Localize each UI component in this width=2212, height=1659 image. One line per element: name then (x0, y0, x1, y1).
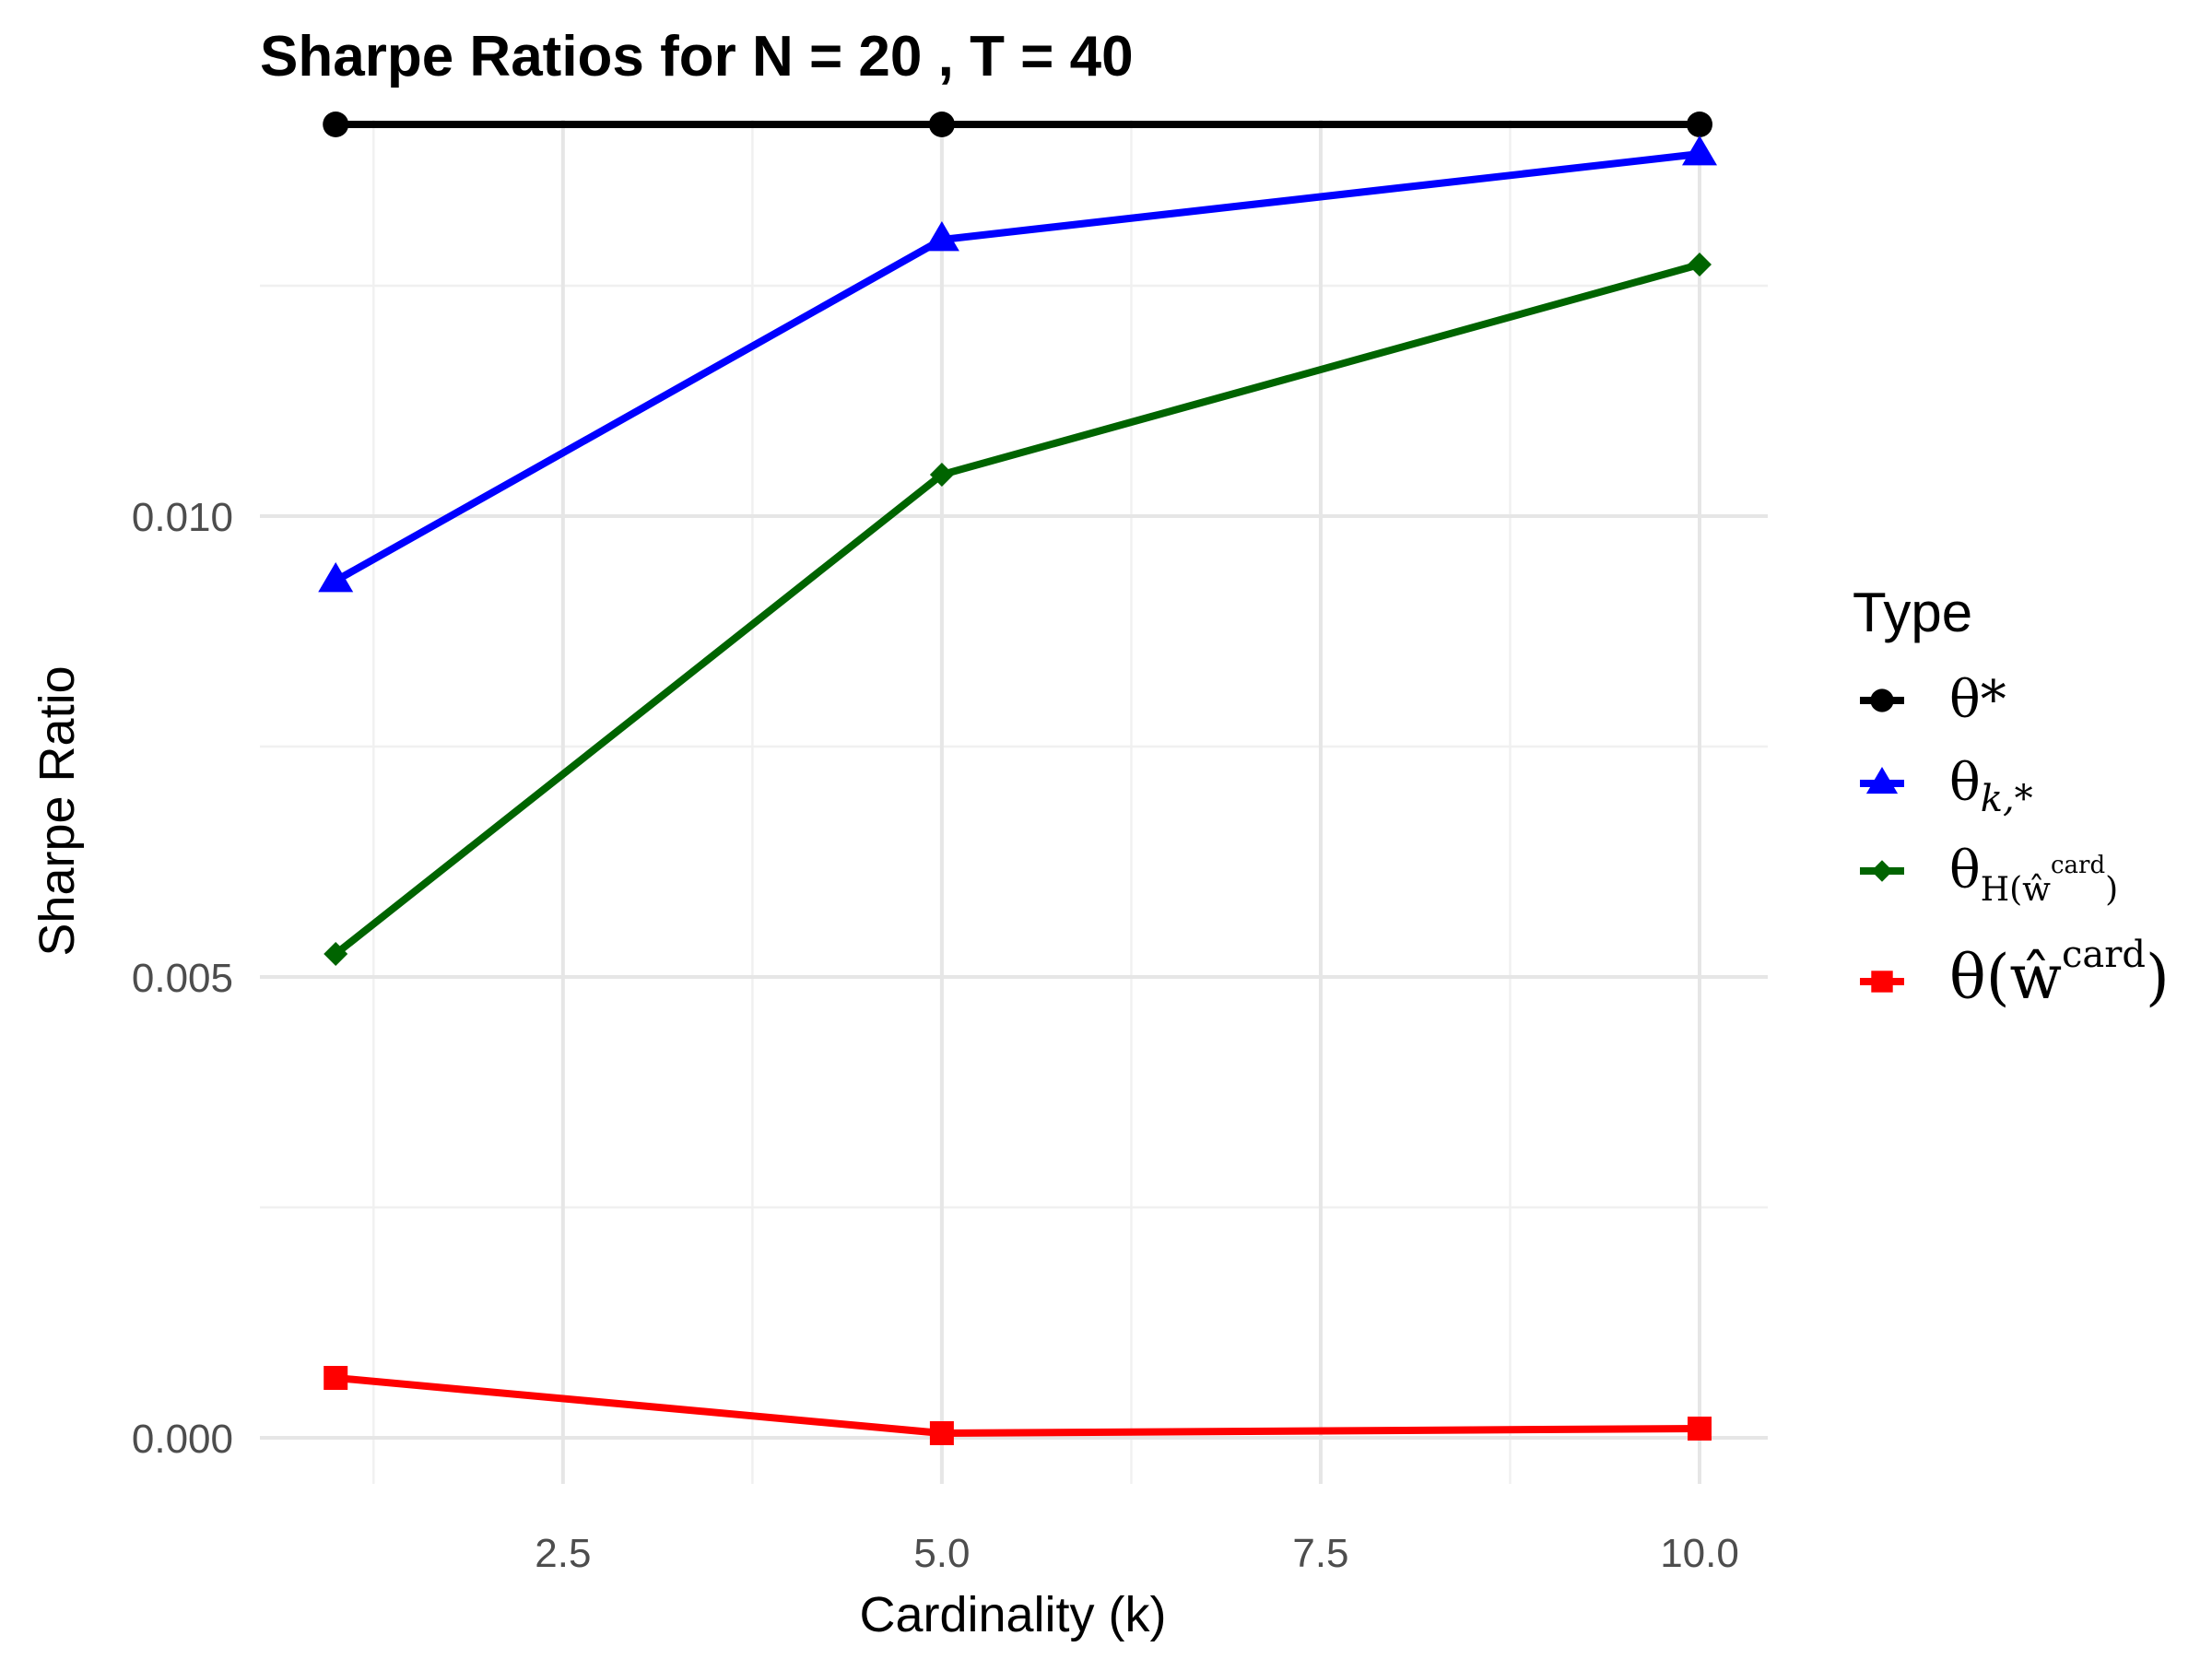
x-tick-label: 2.5 (535, 1531, 591, 1576)
legend-item-theta-card: θ(ŵcard) (1860, 934, 2170, 1013)
legend-marker (1865, 767, 1899, 794)
theta-k-star-series (318, 135, 1718, 593)
series-line (335, 1374, 1700, 1437)
theta-card-series (324, 1366, 1712, 1445)
data-point (929, 463, 954, 487)
x-tick-label: 5.0 (913, 1531, 970, 1576)
data-point (318, 562, 354, 593)
data-point (1688, 1417, 1712, 1441)
x-tick-label: 10.0 (1660, 1531, 1739, 1576)
y-tick-label: 0.005 (132, 956, 233, 1001)
theta-star-series (323, 112, 1713, 137)
legend-items: θ* θk,* θH(ŵcard) θ(ŵcard) (1860, 670, 2170, 1013)
theta-h-card-series (324, 253, 1712, 966)
y-axis-title: Sharpe Ratio (29, 665, 85, 956)
chart-title: Sharpe Ratios for N = 20 , T = 40 (260, 25, 1134, 88)
legend-label: θ* (1949, 670, 2006, 730)
tick-labels: 2.5 5.0 7.5 10.0 0.000 0.005 0.010 (132, 495, 1739, 1576)
series-layer (318, 112, 1718, 1445)
y-tick-label: 0.010 (132, 495, 233, 540)
data-point (928, 112, 955, 137)
legend-marker (1870, 688, 1894, 712)
data-point (924, 221, 959, 252)
data-point (323, 112, 349, 137)
x-axis-title: Cardinality (k) (859, 1587, 1166, 1642)
legend-title: Type (1853, 582, 1972, 643)
data-point (1682, 135, 1718, 166)
legend-item-theta-h-card: θH(ŵcard) (1860, 841, 2118, 909)
y-tick-label: 0.000 (132, 1417, 233, 1462)
data-point (324, 1366, 348, 1390)
legend-label: θk,* (1949, 753, 2033, 820)
legend-marker (1871, 860, 1893, 882)
legend: Type θ* θk,* θH(ŵcard) θ(ŵcard) (1853, 582, 2170, 1013)
legend-label: θH(ŵcard) (1949, 841, 2118, 909)
legend-item-theta-star: θ* (1860, 670, 2006, 730)
grid (260, 120, 1768, 1484)
data-point (324, 942, 348, 966)
series-line (333, 261, 1701, 958)
x-tick-label: 7.5 (1292, 1531, 1348, 1576)
data-point (929, 1421, 954, 1445)
data-point (1687, 112, 1713, 137)
data-point (1688, 253, 1712, 276)
legend-label: θ(ŵcard) (1949, 934, 2170, 1013)
legend-item-theta-k-star: θk,* (1860, 753, 2033, 820)
legend-marker (1871, 971, 1893, 993)
